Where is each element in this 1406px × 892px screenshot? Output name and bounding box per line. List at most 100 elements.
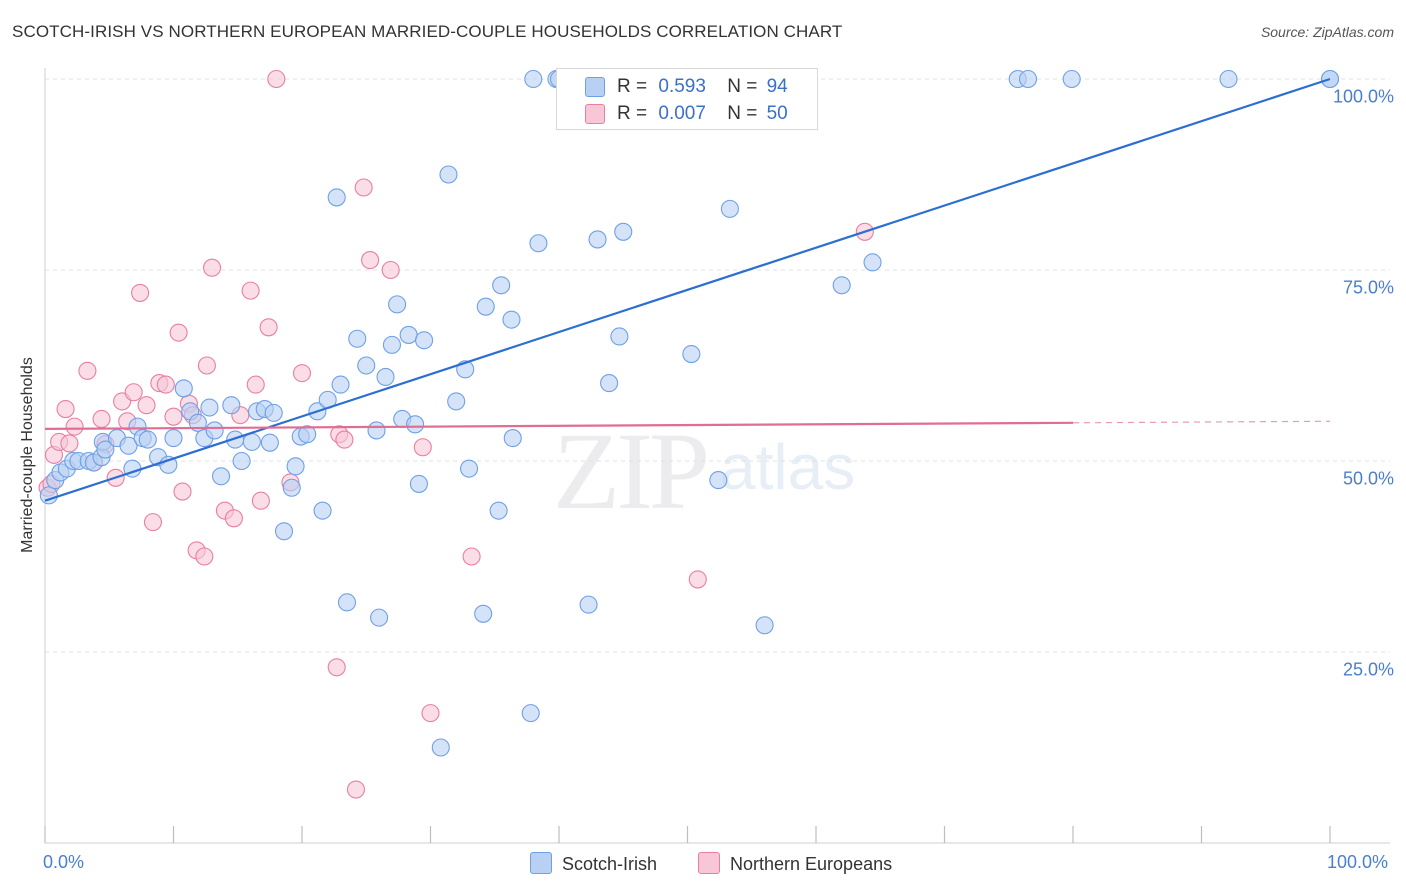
- legend-row-scotch-irish: R = 0.593 N = 94: [617, 76, 788, 97]
- scotch-irish-point: [348, 329, 367, 348]
- scotch-irish-point: [174, 379, 193, 398]
- watermark-zip: ZIP: [553, 410, 710, 532]
- scotch-irish-point: [274, 522, 294, 541]
- northern-europeans-trend-line: [44, 421, 1074, 431]
- legend-swatch-pink: [585, 104, 605, 124]
- scotch-irish-point: [205, 421, 224, 440]
- scotch-irish-point: [357, 356, 376, 375]
- scotch-irish-point: [388, 295, 407, 314]
- northern-europeans-point: [173, 482, 192, 501]
- northern-europeans-point: [65, 417, 84, 436]
- chart-title: SCOTCH-IRISH VS NORTHERN EUROPEAN MARRIE…: [12, 22, 843, 41]
- northern-europeans-point: [124, 383, 143, 402]
- northern-europeans-point: [421, 704, 440, 723]
- scotch-irish-point: [222, 396, 241, 415]
- legend-label-scotch-irish: Scotch-Irish: [562, 854, 658, 874]
- legend-r-value-pink: 0.007: [658, 103, 706, 124]
- legend-bottom-swatch-blue: [530, 852, 552, 874]
- stats-legend: R = 0.593 N = 94 R = 0.007 N = 50: [556, 68, 818, 130]
- scotch-irish-point: [1219, 69, 1238, 89]
- northern-europeans-point: [197, 356, 216, 375]
- scotch-irish-point: [399, 325, 418, 344]
- northern-europeans-point: [156, 375, 175, 394]
- northern-europeans-point: [462, 547, 481, 566]
- northern-europeans-point: [688, 570, 707, 589]
- scotch-irish-point: [579, 595, 598, 614]
- northern-europeans-point: [241, 281, 260, 300]
- northern-europeans-point: [381, 260, 400, 280]
- scotch-irish-point: [337, 593, 357, 612]
- scotch-irish-point: [96, 440, 115, 459]
- scotch-irish-point: [459, 459, 479, 478]
- scotch-irish-point: [286, 457, 305, 476]
- scotch-irish-point: [521, 704, 540, 723]
- northern-europeans-point: [224, 509, 243, 528]
- northern-europeans-point: [131, 283, 150, 302]
- scotch-irish-point: [200, 398, 219, 417]
- northern-europeans-point: [251, 491, 270, 510]
- northern-europeans-point: [78, 361, 97, 380]
- scotch-irish-point: [682, 344, 701, 364]
- scotch-irish-point: [439, 165, 458, 184]
- scotch-irish-point: [211, 467, 231, 486]
- scotch-irish-point: [1018, 69, 1038, 89]
- y-tick-label-100: 100.0%: [1332, 86, 1394, 107]
- scotch-irish-point: [313, 501, 332, 520]
- northern-europeans-point: [164, 407, 183, 426]
- northern-europeans-point: [143, 513, 162, 532]
- legend-label-northern-europeans: Northern Europeans: [730, 854, 893, 874]
- legend-item-scotch-irish: Scotch-Irish: [530, 852, 657, 875]
- scotch-irish-point: [610, 327, 629, 346]
- scotch-irish-point: [232, 451, 251, 471]
- y-tick-label-50: 50.0%: [1342, 468, 1394, 489]
- scotch-irish-trend-line: [44, 77, 1331, 502]
- legend-swatch-blue: [585, 77, 605, 97]
- northern-europeans-point: [346, 780, 366, 799]
- northern-europeans-point: [413, 438, 432, 457]
- x-tick-label-max: 100.0%: [1327, 852, 1389, 872]
- scotch-irish-point: [1062, 69, 1081, 89]
- northern-europeans-point: [327, 658, 346, 677]
- northern-europeans-point: [292, 364, 312, 383]
- scotch-irish-point: [588, 230, 607, 249]
- chart-source: Source: ZipAtlas.com: [1260, 24, 1394, 40]
- scotch-irish-point: [600, 374, 619, 393]
- scotch-irish-point: [832, 276, 851, 295]
- scotch-irish-point: [447, 392, 466, 411]
- scotch-irish-point: [282, 478, 301, 497]
- legend-item-northern-europeans: Northern Europeans: [698, 852, 892, 875]
- scotch-irish-point: [331, 375, 350, 394]
- scotch-irish-point: [720, 199, 739, 218]
- scotch-irish-point: [489, 501, 508, 520]
- scotch-irish-point: [382, 335, 402, 354]
- scotch-irish-point: [164, 429, 183, 448]
- northern-europeans-trend-line-extension: [1072, 420, 1331, 424]
- northern-europeans-point: [169, 323, 188, 342]
- scotch-irish-point: [138, 430, 157, 449]
- scotch-irish-point: [409, 474, 428, 493]
- legend-n-value-pink: 50: [766, 103, 788, 124]
- northern-europeans-point: [246, 375, 265, 394]
- legend-n-value-blue: 94: [766, 76, 788, 97]
- watermark-atlas: atlas: [720, 431, 856, 503]
- scotch-irish-point: [264, 403, 283, 422]
- northern-europeans-point: [195, 547, 214, 566]
- y-tick-label-75: 75.0%: [1342, 277, 1394, 298]
- legend-r-value-blue: 0.593: [658, 76, 706, 97]
- scotch-irish-point: [474, 604, 493, 623]
- northern-europeans-point: [267, 69, 286, 89]
- scotch-irish-point: [502, 310, 521, 329]
- northern-europeans-point: [259, 318, 278, 337]
- scotch-irish-point: [614, 222, 633, 241]
- scotch-irish-point: [39, 486, 58, 505]
- northern-europeans-point: [92, 409, 111, 429]
- scotch-irish-point: [119, 436, 138, 455]
- scotch-irish-point: [327, 188, 346, 207]
- northern-europeans-point: [354, 178, 373, 197]
- y-tick-label-25: 25.0%: [1342, 659, 1394, 680]
- northern-europeans-point: [56, 399, 75, 419]
- scotch-irish-point: [376, 367, 395, 387]
- northern-europeans-point: [361, 251, 380, 270]
- northern-europeans-point: [335, 430, 354, 449]
